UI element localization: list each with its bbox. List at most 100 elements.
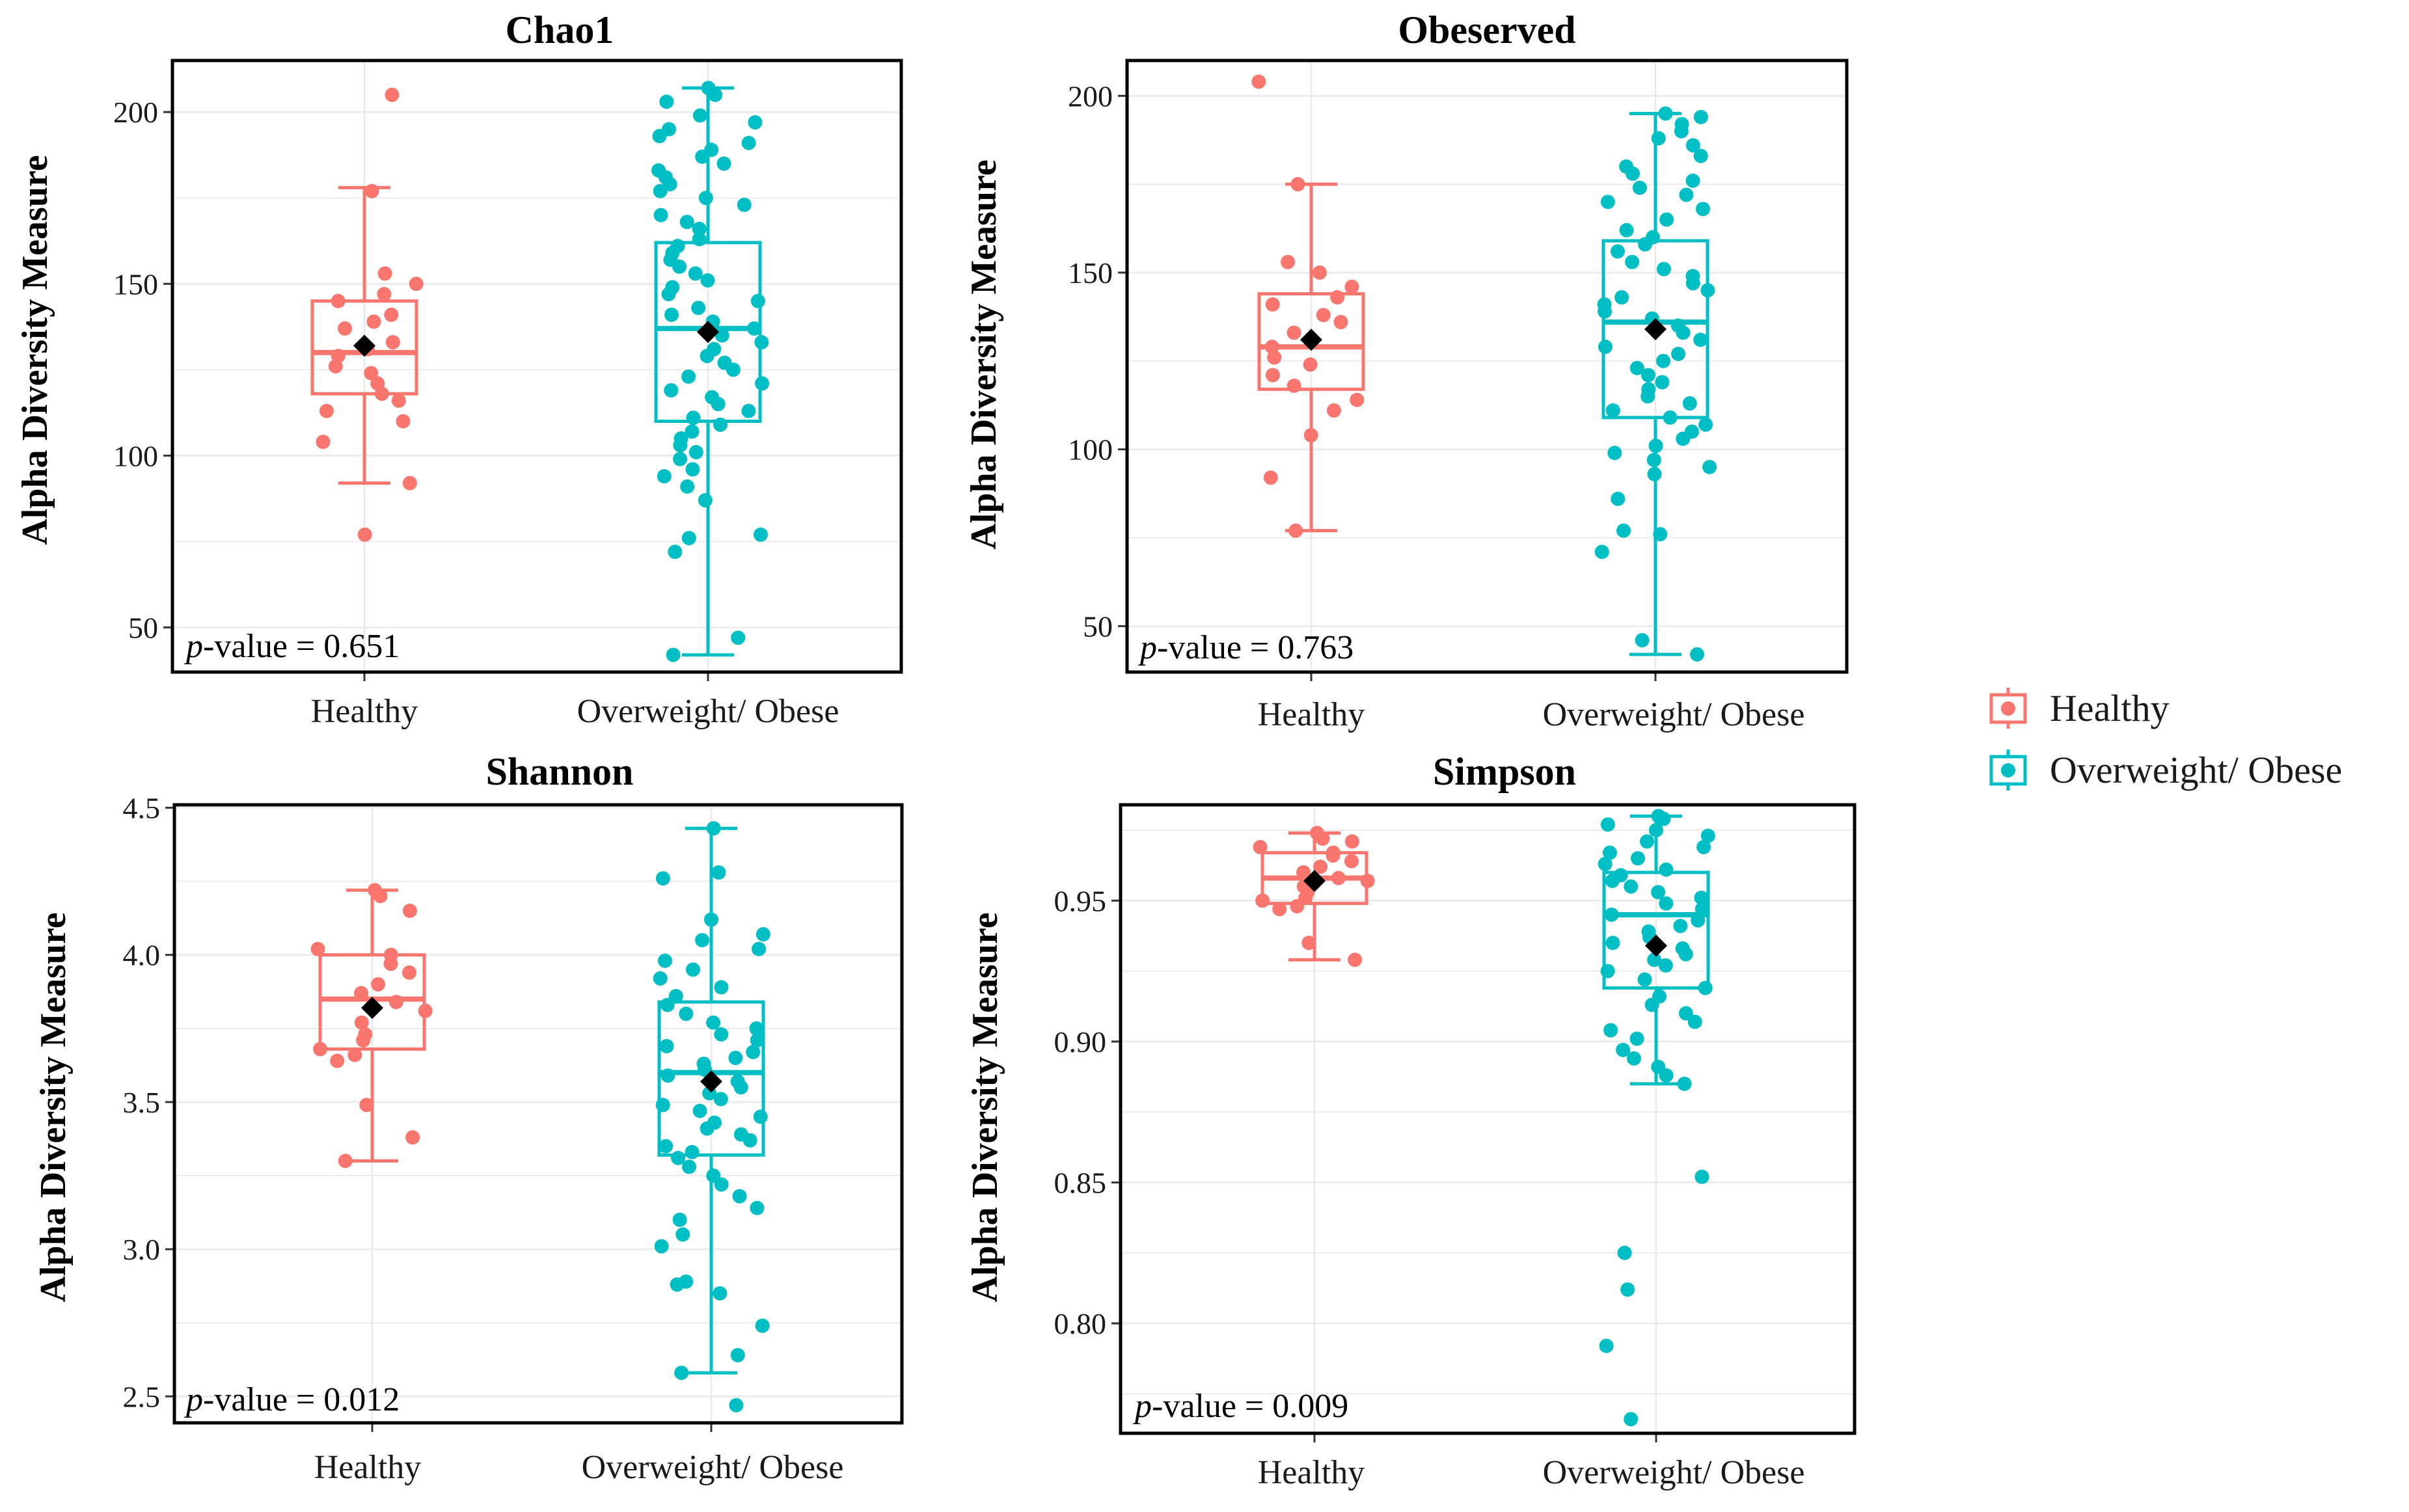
data-point	[741, 403, 756, 418]
y-axis-label: Alpha Diversity Measure	[15, 155, 55, 545]
data-point	[316, 435, 331, 450]
data-point	[1620, 1282, 1635, 1297]
data-point	[1253, 839, 1268, 854]
y-tick-label: 50	[1083, 610, 1113, 643]
data-point	[685, 1144, 700, 1159]
data-point	[755, 376, 770, 391]
data-point	[384, 307, 399, 322]
data-point	[1600, 195, 1615, 209]
data-point	[1265, 297, 1280, 312]
data-point	[402, 965, 416, 980]
data-point	[1677, 1076, 1692, 1091]
data-point	[1326, 403, 1341, 418]
data-point	[1651, 131, 1666, 146]
legend-key-dot	[2001, 763, 2015, 777]
data-point	[703, 912, 718, 927]
data-point	[391, 393, 406, 408]
data-point	[746, 321, 761, 336]
data-point	[732, 1189, 747, 1204]
data-point	[685, 962, 700, 977]
data-point	[1685, 138, 1700, 153]
data-point	[357, 527, 372, 542]
data-point	[1629, 1031, 1644, 1046]
mean-marker	[353, 334, 375, 357]
data-point	[366, 314, 381, 329]
data-point	[670, 1277, 685, 1292]
data-point	[1326, 848, 1341, 863]
p-value-text: -value = 0.012	[203, 1381, 400, 1418]
data-point	[681, 531, 696, 546]
data-point	[377, 287, 392, 302]
data-point	[1656, 353, 1671, 368]
data-point	[713, 1092, 728, 1107]
data-point	[1700, 828, 1715, 843]
data-point	[1673, 919, 1688, 934]
chart-plot-area: 50 100 150 200	[113, 59, 903, 681]
data-point	[1698, 417, 1713, 432]
panel-chao1: Chao1 Alpha Diversity Measure 50 100 150 20…	[15, 8, 903, 730]
data-point	[1281, 254, 1296, 269]
data-point	[1685, 276, 1700, 291]
data-point	[1626, 1051, 1641, 1066]
data-point	[1604, 907, 1619, 922]
data-point	[686, 411, 701, 425]
data-point	[692, 232, 707, 247]
data-point	[1644, 997, 1659, 1012]
data-point	[685, 462, 700, 477]
data-point	[1647, 466, 1662, 481]
panel-border	[1119, 803, 1857, 1435]
data-point	[1659, 1068, 1674, 1083]
mean-marker	[1644, 317, 1667, 340]
chart-plot-area: 2.5 3.0 3.5 4.0 4.5	[123, 792, 904, 1432]
data-point	[741, 135, 756, 150]
data-point	[729, 1397, 744, 1412]
data-point	[313, 1042, 328, 1057]
y-tick-label: 4.0	[123, 939, 161, 972]
p-value-text: -value = 0.651	[203, 628, 400, 665]
data-point	[706, 1015, 721, 1030]
data-point	[713, 417, 728, 432]
legend-key-box	[1989, 755, 2027, 786]
data-point	[755, 1318, 770, 1333]
data-point	[1671, 346, 1686, 361]
data-point	[1599, 1338, 1614, 1353]
data-point	[383, 956, 398, 971]
data-point	[695, 149, 710, 164]
data-point	[1635, 633, 1650, 648]
data-point	[749, 1021, 764, 1036]
data-point	[753, 527, 768, 542]
data-point	[750, 1033, 765, 1047]
data-point	[1702, 459, 1717, 474]
data-point	[1624, 879, 1639, 894]
data-point	[730, 1347, 745, 1362]
data-point	[1640, 368, 1655, 383]
data-point	[1286, 325, 1301, 340]
data-point	[1614, 290, 1629, 305]
data-point	[1646, 452, 1661, 467]
data-point	[655, 1098, 670, 1113]
data-point	[1663, 410, 1678, 425]
data-point	[1700, 283, 1715, 298]
data-point	[1605, 873, 1620, 888]
data-point	[659, 1038, 674, 1053]
data-point	[679, 215, 694, 230]
data-point	[726, 362, 741, 377]
data-point	[1350, 392, 1365, 407]
data-point	[700, 1121, 715, 1136]
data-point	[691, 301, 706, 316]
data-point	[1265, 368, 1280, 383]
data-point	[364, 183, 379, 198]
data-point	[1303, 357, 1318, 372]
p-value-prefix: p	[1137, 629, 1157, 666]
data-point	[750, 293, 765, 308]
data-point	[660, 997, 675, 1012]
mean-marker	[700, 1070, 722, 1093]
data-point	[371, 977, 386, 992]
data-point	[752, 941, 767, 956]
p-value-label: p-value = 0.763	[1137, 629, 1354, 666]
data-point	[706, 821, 721, 836]
data-point	[1598, 856, 1613, 871]
data-point	[338, 1154, 353, 1168]
data-point	[1290, 898, 1305, 913]
